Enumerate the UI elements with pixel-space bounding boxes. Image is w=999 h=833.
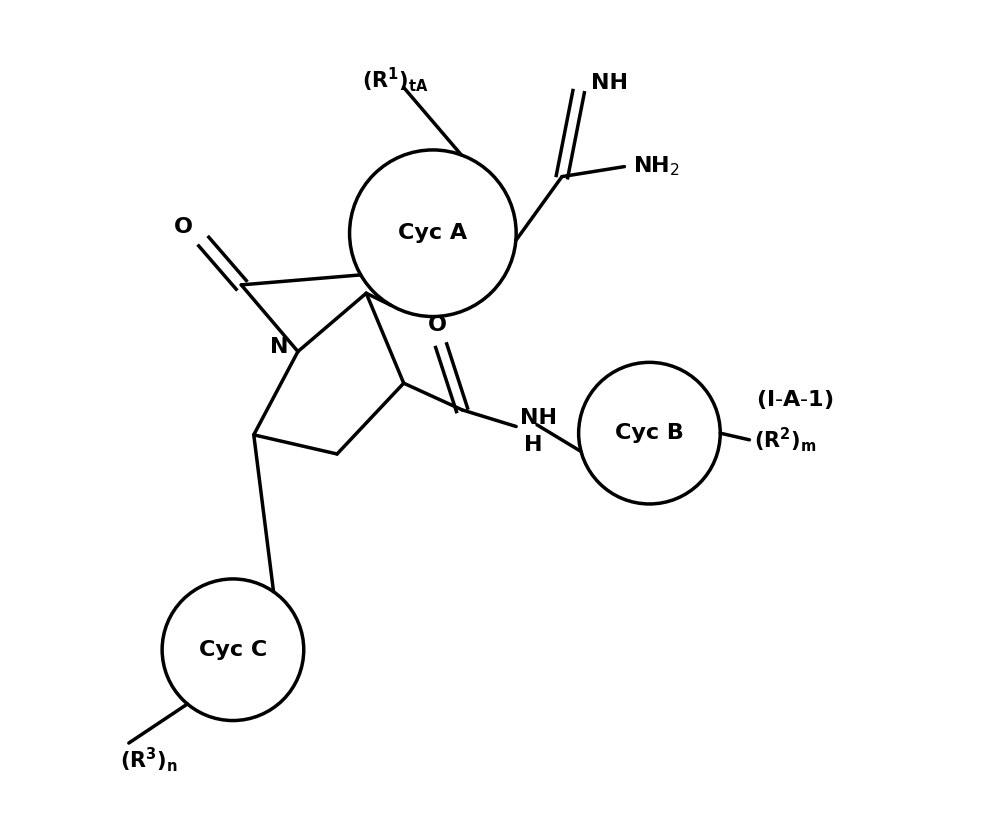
Text: H: H: [524, 435, 543, 455]
Text: N: N: [271, 337, 289, 357]
Text: NH: NH: [591, 73, 628, 93]
Text: $\mathbf{(R^2)_m}$: $\mathbf{(R^2)_m}$: [753, 426, 816, 454]
Text: $\mathbf{(I\text{-}A\text{-}1)}$: $\mathbf{(I\text{-}A\text{-}1)}$: [756, 388, 834, 412]
Text: NH: NH: [520, 408, 557, 428]
Text: NH$_2$: NH$_2$: [632, 155, 680, 178]
Text: Cyc B: Cyc B: [615, 423, 684, 443]
Text: $\mathbf{(R^3)_n}$: $\mathbf{(R^3)_n}$: [121, 746, 178, 774]
Text: O: O: [174, 217, 193, 237]
Text: Cyc C: Cyc C: [199, 640, 267, 660]
Text: O: O: [428, 315, 447, 335]
Text: $\mathbf{(R^1)_{tA}}$: $\mathbf{(R^1)_{tA}}$: [362, 65, 429, 93]
Text: Cyc A: Cyc A: [399, 223, 468, 243]
